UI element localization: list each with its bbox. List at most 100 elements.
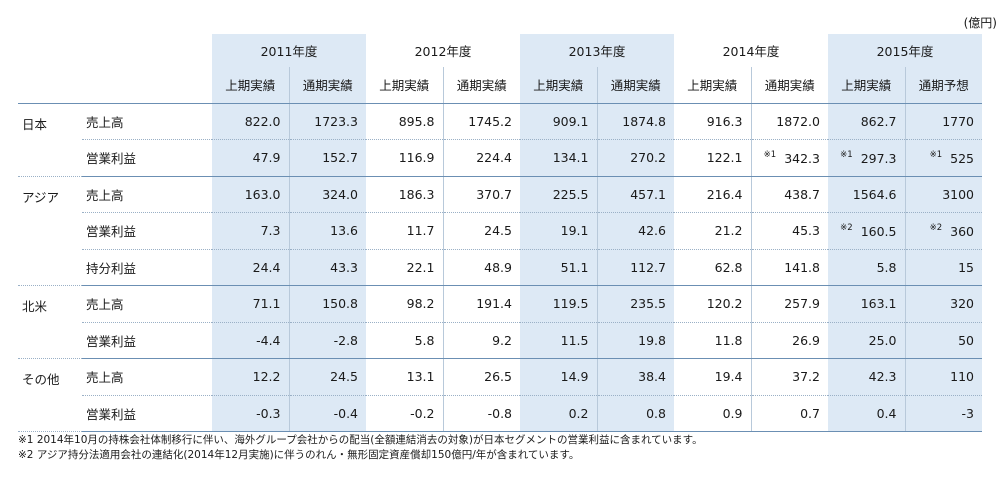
- value-cell: 19.1: [520, 212, 597, 250]
- period-header: 通期実績: [750, 67, 828, 104]
- value-text: 120.2: [706, 296, 743, 312]
- metric-label: 営業利益: [82, 395, 212, 432]
- table-row: 持分利益 24.4 43.3 22.1 48.9 51.1 112.7 62.8 141.8 5.…: [18, 249, 982, 286]
- value-cell: 26.9: [750, 322, 828, 359]
- value-text: 13.6: [330, 223, 358, 239]
- period-header: 上期実績: [828, 67, 905, 104]
- period-header: 上期実績: [366, 67, 443, 104]
- value-text: 457.1: [630, 186, 666, 202]
- value-text: 150.8: [322, 296, 358, 312]
- value-cell: 895.8: [366, 103, 443, 140]
- value-text: 525: [950, 150, 974, 166]
- footnote-marker: ※1: [840, 149, 853, 160]
- corner-cell: [18, 34, 82, 67]
- value-text: 24.5: [484, 223, 512, 239]
- value-cell: 45.3: [750, 212, 828, 250]
- corner-cell: [82, 67, 212, 104]
- value-text: 909.1: [552, 113, 589, 129]
- value-text: 216.4: [706, 186, 743, 202]
- value-cell: 163.0: [212, 176, 289, 213]
- period-header: 通期実績: [596, 67, 674, 104]
- value-cell: 24.4: [212, 249, 289, 286]
- value-text: 12.2: [252, 369, 281, 385]
- value-text: -0.3: [256, 405, 281, 421]
- value-cell: 5.8: [366, 322, 443, 359]
- period-header: 通期予想: [904, 67, 982, 104]
- value-cell: 42.3: [828, 358, 905, 396]
- region-label: その他: [18, 358, 82, 432]
- value-cell: 122.1: [674, 139, 751, 177]
- value-cell: 25.0: [828, 322, 905, 359]
- value-cell: 98.2: [366, 285, 443, 323]
- year-header: 2011年度: [212, 34, 366, 67]
- financial-table: 2011年度 2012年度 2013年度 2014年度 2015年度 上期実績 …: [18, 34, 982, 432]
- period-header: 通期実績: [442, 67, 520, 104]
- value-cell: 0.9: [674, 395, 751, 432]
- table-row: 営業利益 7.3 13.6 11.7 24.5 19.1 42.6 21.2 45.3 ※2 160…: [18, 212, 982, 250]
- value-text: 370.7: [476, 186, 512, 202]
- year-header: 2014年度: [722, 44, 780, 59]
- value-cell: -0.2: [366, 395, 443, 432]
- value-cell: 24.5: [442, 212, 520, 250]
- value-text: 5.8: [876, 259, 897, 275]
- table-row: 営業利益 -4.4 -2.8 5.8 9.2 11.5 19.8 11.8 26.9 25.0 50: [18, 322, 982, 359]
- value-cell: 257.9: [750, 285, 828, 323]
- value-text: 297.3: [860, 150, 897, 166]
- value-text: 19.8: [638, 332, 666, 348]
- value-cell: 1723.3: [288, 103, 366, 140]
- table-row: 営業利益 -0.3 -0.4 -0.2 -0.8 0.2 0.8 0.9 0.7 0.4 -3: [18, 395, 982, 432]
- period-header: 通期実績: [288, 67, 366, 104]
- value-text: -3: [961, 405, 974, 421]
- value-text: 235.5: [630, 296, 666, 312]
- value-cell: 21.2: [674, 212, 751, 250]
- value-text: 51.1: [560, 259, 589, 275]
- value-text: 191.4: [476, 296, 512, 312]
- value-cell: 26.5: [442, 358, 520, 396]
- value-cell: 5.8: [828, 249, 905, 286]
- value-cell: 191.4: [442, 285, 520, 323]
- value-cell: ※1 342.3: [750, 139, 828, 177]
- value-text: 0.9: [722, 405, 743, 421]
- footnote-marker: ※1: [929, 149, 943, 160]
- value-text: 822.0: [244, 113, 281, 129]
- value-text: 110: [950, 369, 974, 385]
- value-cell: 19.4: [674, 358, 751, 396]
- value-cell: 152.7: [288, 139, 366, 177]
- year-header: 2013年度: [520, 34, 674, 67]
- table-row: アジア 売上高 163.0 324.0 186.3 370.7 225.5 457.1 216.…: [18, 176, 982, 286]
- metric-label: 売上高: [82, 103, 212, 140]
- value-cell: 324.0: [288, 176, 366, 213]
- value-cell: 110: [904, 358, 982, 396]
- value-cell: 43.3: [288, 249, 366, 286]
- value-text: 224.4: [476, 150, 512, 166]
- value-cell: -0.3: [212, 395, 289, 432]
- value-text: 47.9: [252, 150, 281, 166]
- value-cell: 134.1: [520, 139, 597, 177]
- value-cell: -2.8: [288, 322, 366, 359]
- value-text: 438.7: [784, 186, 820, 202]
- value-text: 257.9: [784, 296, 820, 312]
- value-text: 119.5: [552, 296, 589, 312]
- value-cell: 320: [904, 285, 982, 323]
- value-cell: 14.9: [520, 358, 597, 396]
- value-text: 112.7: [630, 259, 666, 275]
- value-cell: 163.1: [828, 285, 905, 323]
- metric-label: 売上高: [82, 285, 212, 323]
- value-text: 134.1: [552, 150, 589, 166]
- value-cell: 51.1: [520, 249, 597, 286]
- value-text: 11.5: [560, 332, 589, 348]
- value-text: 320: [950, 296, 974, 312]
- value-text: -0.8: [487, 405, 512, 421]
- value-text: 9.2: [492, 332, 512, 348]
- value-cell: 457.1: [596, 176, 674, 213]
- value-text: 916.3: [706, 113, 743, 129]
- value-cell: 13.1: [366, 358, 443, 396]
- value-text: 38.4: [638, 369, 666, 385]
- value-cell: 1745.2: [442, 103, 520, 140]
- year-header: 2015年度: [828, 34, 982, 67]
- period-header: 上期実績: [212, 67, 289, 104]
- metric-label: 売上高: [82, 176, 212, 213]
- value-text: 141.8: [784, 259, 820, 275]
- period-header: 上期実績: [520, 67, 597, 104]
- value-cell: 15: [904, 249, 982, 286]
